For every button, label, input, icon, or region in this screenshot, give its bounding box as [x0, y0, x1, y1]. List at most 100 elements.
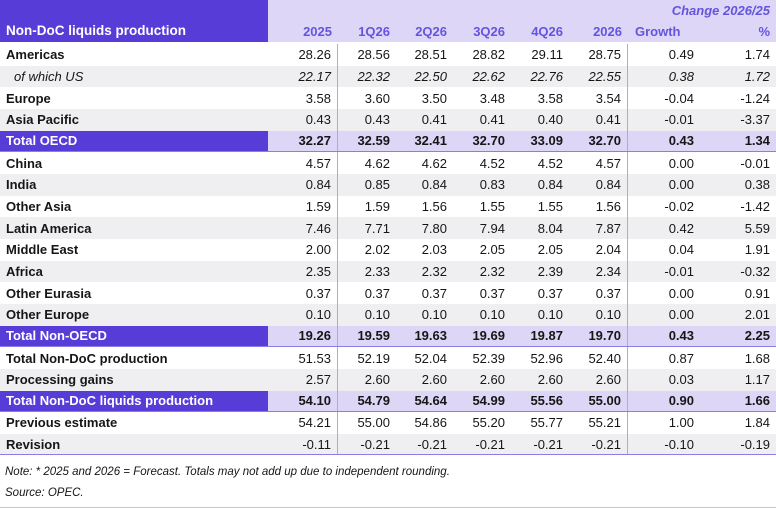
column-header-growth: Growth [635, 24, 681, 39]
change-label: Change 2026/25 [671, 3, 770, 18]
cell-value: 2.32 [421, 263, 447, 279]
table-header: Non-DoC liquids production Change 2026/2… [0, 0, 776, 44]
row-label: Total Non-OECD [0, 325, 268, 347]
table-row: Revision -0.11 -0.21 -0.21 -0.21 -0.21 -0.21 -0… [0, 433, 776, 456]
table-row: Total Non-DoC production 51.53 52.19 52.04 5… [0, 347, 776, 369]
table-title: Non-DoC liquids production [0, 0, 268, 42]
row-label: China [6, 155, 43, 171]
cell-value: 0.00 [668, 177, 694, 193]
table-row: Latin America 7.46 7.71 7.80 7.94 8.04 7.87 0.4… [0, 217, 776, 239]
cell-value: 0.84 [537, 177, 563, 193]
cell-value: 0.40 [537, 112, 563, 128]
cell-value: 54.86 [414, 415, 447, 431]
cell-value: 7.94 [479, 220, 505, 236]
cell-value: 0.00 [668, 155, 694, 171]
table-footer: Note: * 2025 and 2026 = Forecast. Totals… [0, 465, 776, 501]
cell-value: 2.05 [479, 242, 505, 258]
cell-value: 4.62 [364, 155, 390, 171]
cell-value: 2.60 [421, 372, 447, 388]
cell-value: 0.41 [421, 112, 447, 128]
cell-value: 52.40 [569, 347, 628, 369]
table-row: China 4.57 4.62 4.62 4.52 4.52 4.57 0.00 -0.01 [0, 152, 776, 174]
cell-value: 1.00 [668, 415, 694, 431]
cell-value: 55.21 [569, 412, 628, 434]
cell-value: 22.17 [268, 65, 338, 88]
column-headers-row: 2025 1Q26 2Q26 3Q26 4Q26 2026 Growth% [268, 21, 776, 42]
cell-value: 19.59 [357, 328, 390, 344]
cell-value: 3.48 [479, 90, 505, 106]
cell-value: 0.90 [668, 393, 694, 409]
cell-value: -0.11 [268, 433, 338, 455]
cell-value: 0.37 [364, 285, 390, 301]
cell-value: 0.84 [569, 173, 628, 196]
cell-value: 4.62 [421, 155, 447, 171]
cell-value: 0.10 [537, 307, 563, 323]
cell-value: 29.11 [531, 47, 563, 63]
cell-value: -0.21 [569, 433, 628, 455]
cell-value: 0.10 [364, 307, 390, 323]
table-row: Total Non-DoC liquids production 54.10 54.… [0, 390, 776, 413]
cell-value: -0.01 [740, 155, 770, 171]
cell-value: 0.03 [668, 372, 694, 388]
cell-value: 0.00 [668, 285, 694, 301]
table-row: Previous estimate 54.21 55.00 54.86 55.20 55.… [0, 412, 776, 434]
column-header-3q26: 3Q26 [473, 24, 505, 39]
row-label: Other Asia [6, 198, 72, 214]
table-row: India 0.84 0.85 0.84 0.83 0.84 0.84 0.00 0.38 [0, 173, 776, 196]
cell-value: 0.00 [668, 307, 694, 323]
cell-value: 4.57 [268, 152, 338, 174]
cell-value: 4.57 [569, 152, 628, 174]
row-label: Total OECD [0, 130, 268, 152]
cell-value: 19.26 [268, 325, 338, 347]
cell-value: 32.70 [569, 130, 628, 152]
cell-value: 0.83 [479, 177, 505, 193]
row-label: Latin America [6, 220, 92, 236]
cell-value: 4.52 [479, 155, 505, 171]
cell-value: 28.51 [414, 47, 447, 63]
cell-value: -1.24 [740, 90, 770, 106]
cell-value: 0.43 [668, 133, 694, 149]
cell-value: 33.09 [530, 133, 563, 149]
cell-value: 1.55 [537, 198, 563, 214]
cell-value: 0.85 [364, 177, 390, 193]
cell-value: 0.10 [569, 303, 628, 326]
cell-value: 3.60 [364, 90, 390, 106]
cell-value: 1.72 [744, 68, 770, 84]
cell-value: 2.34 [569, 260, 628, 283]
row-label: Total Non-DoC production [6, 350, 168, 366]
cell-value: 32.59 [357, 133, 390, 149]
column-header-2026: 2026 [593, 24, 622, 39]
column-header-: % [758, 24, 770, 39]
cell-value: 2.60 [364, 372, 390, 388]
change-header-row: Change 2026/25 [268, 0, 776, 21]
cell-value: 0.49 [668, 47, 694, 63]
table-body: Americas 28.26 28.56 28.51 28.82 29.11 28.75 0.… [0, 44, 776, 456]
table-row: Other Europe 0.10 0.10 0.10 0.10 0.10 0.10 0.00… [0, 303, 776, 326]
cell-value: -0.21 [417, 436, 447, 452]
cell-value: 0.37 [537, 285, 563, 301]
cell-value: -0.32 [740, 263, 770, 279]
cell-value: 2.02 [364, 242, 390, 258]
cell-value: 0.41 [569, 108, 628, 131]
cell-value: 2.04 [569, 238, 628, 261]
table-row: Other Eurasia 0.37 0.37 0.37 0.37 0.37 0.37 0.0… [0, 282, 776, 304]
column-header-4q26: 4Q26 [531, 24, 563, 39]
cell-value: 0.38 [668, 68, 694, 84]
cell-value: 1.56 [569, 195, 628, 218]
cell-value: 2.60 [537, 372, 563, 388]
table-row: Total Non-OECD 19.26 19.59 19.63 19.69 19.87 1… [0, 325, 776, 348]
source-text: Source: OPEC. [5, 487, 84, 500]
row-label: of which US [14, 68, 84, 84]
cell-value: 2.32 [479, 263, 505, 279]
cell-value: 0.10 [268, 303, 338, 326]
cell-value: 2.33 [364, 263, 390, 279]
cell-value: 1.91 [744, 242, 770, 258]
production-table: Non-DoC liquids production Change 2026/2… [0, 0, 776, 456]
cell-value: 52.04 [414, 350, 447, 366]
table-row: Processing gains 2.57 2.60 2.60 2.60 2.60 2.60… [0, 368, 776, 391]
row-label: Other Eurasia [6, 285, 92, 301]
cell-value: 54.99 [472, 393, 505, 409]
cell-value: 52.96 [530, 350, 563, 366]
cell-value: 0.38 [744, 177, 770, 193]
cell-value: 0.37 [479, 285, 505, 301]
